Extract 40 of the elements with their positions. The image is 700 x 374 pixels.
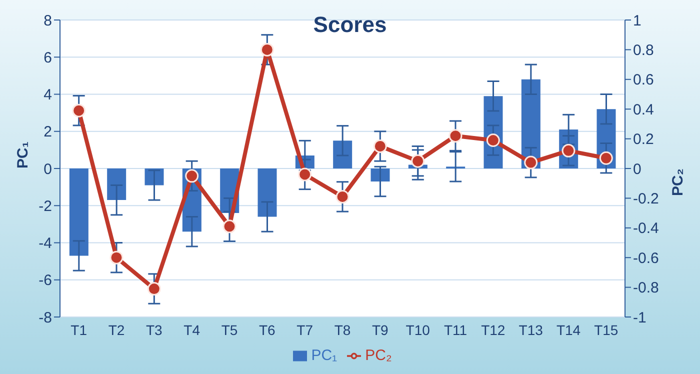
- x-tick-label: T1: [70, 322, 88, 338]
- y2-tick-label: -0.6: [633, 250, 659, 267]
- x-tick-label: T11: [444, 322, 468, 338]
- y-tick-label: -6: [38, 272, 52, 290]
- y2-tick-label: 1: [633, 12, 642, 30]
- y-tick-label: -8: [38, 309, 52, 326]
- y-tick-label: -2: [38, 198, 52, 215]
- y2-tick-label: 0.6: [633, 72, 654, 89]
- x-tick-label: T3: [146, 322, 163, 338]
- x-tick-label: T4: [184, 322, 200, 338]
- y-axis-title: PC₁: [14, 141, 32, 168]
- y-tick-label: 8: [44, 12, 52, 30]
- y2-tick-label: 0.4: [633, 101, 654, 118]
- chart-title: Scores: [313, 12, 387, 37]
- y-tick-label: 6: [44, 49, 52, 66]
- x-tick-label: T12: [481, 322, 506, 338]
- y2-tick-label: -0.4: [633, 220, 659, 238]
- y-tick-label: -4: [38, 235, 52, 252]
- x-tick-label: T7: [296, 322, 314, 338]
- x-tick-label: T8: [334, 322, 351, 338]
- y2-tick-label: 0.2: [633, 131, 654, 148]
- y2-tick-label: -1: [633, 309, 646, 326]
- y2-tick-label: 0.8: [633, 42, 654, 60]
- y-tick-label: 0: [44, 160, 52, 178]
- x-tick-label: T5: [221, 322, 238, 338]
- x-tick-label: T14: [556, 322, 581, 338]
- legend-label: PC₂: [365, 347, 392, 364]
- x-tick-label: T6: [258, 322, 276, 338]
- y-tick-label: 2: [44, 124, 52, 141]
- x-tick-label: T15: [594, 322, 618, 338]
- y2-tick-label: -0.2: [633, 190, 659, 208]
- legend-label: PC₁: [311, 347, 338, 364]
- y2-tick-label: 0: [633, 160, 642, 178]
- x-tick-label: T13: [518, 322, 544, 338]
- x-tick-label: T9: [372, 322, 389, 338]
- y2-tick-label: -0.8: [633, 280, 659, 297]
- x-tick-label: T2: [108, 322, 125, 338]
- y-tick-label: 4: [44, 86, 52, 104]
- x-tick-label: T10: [406, 322, 430, 338]
- y2-axis-title: PC₂: [669, 168, 686, 196]
